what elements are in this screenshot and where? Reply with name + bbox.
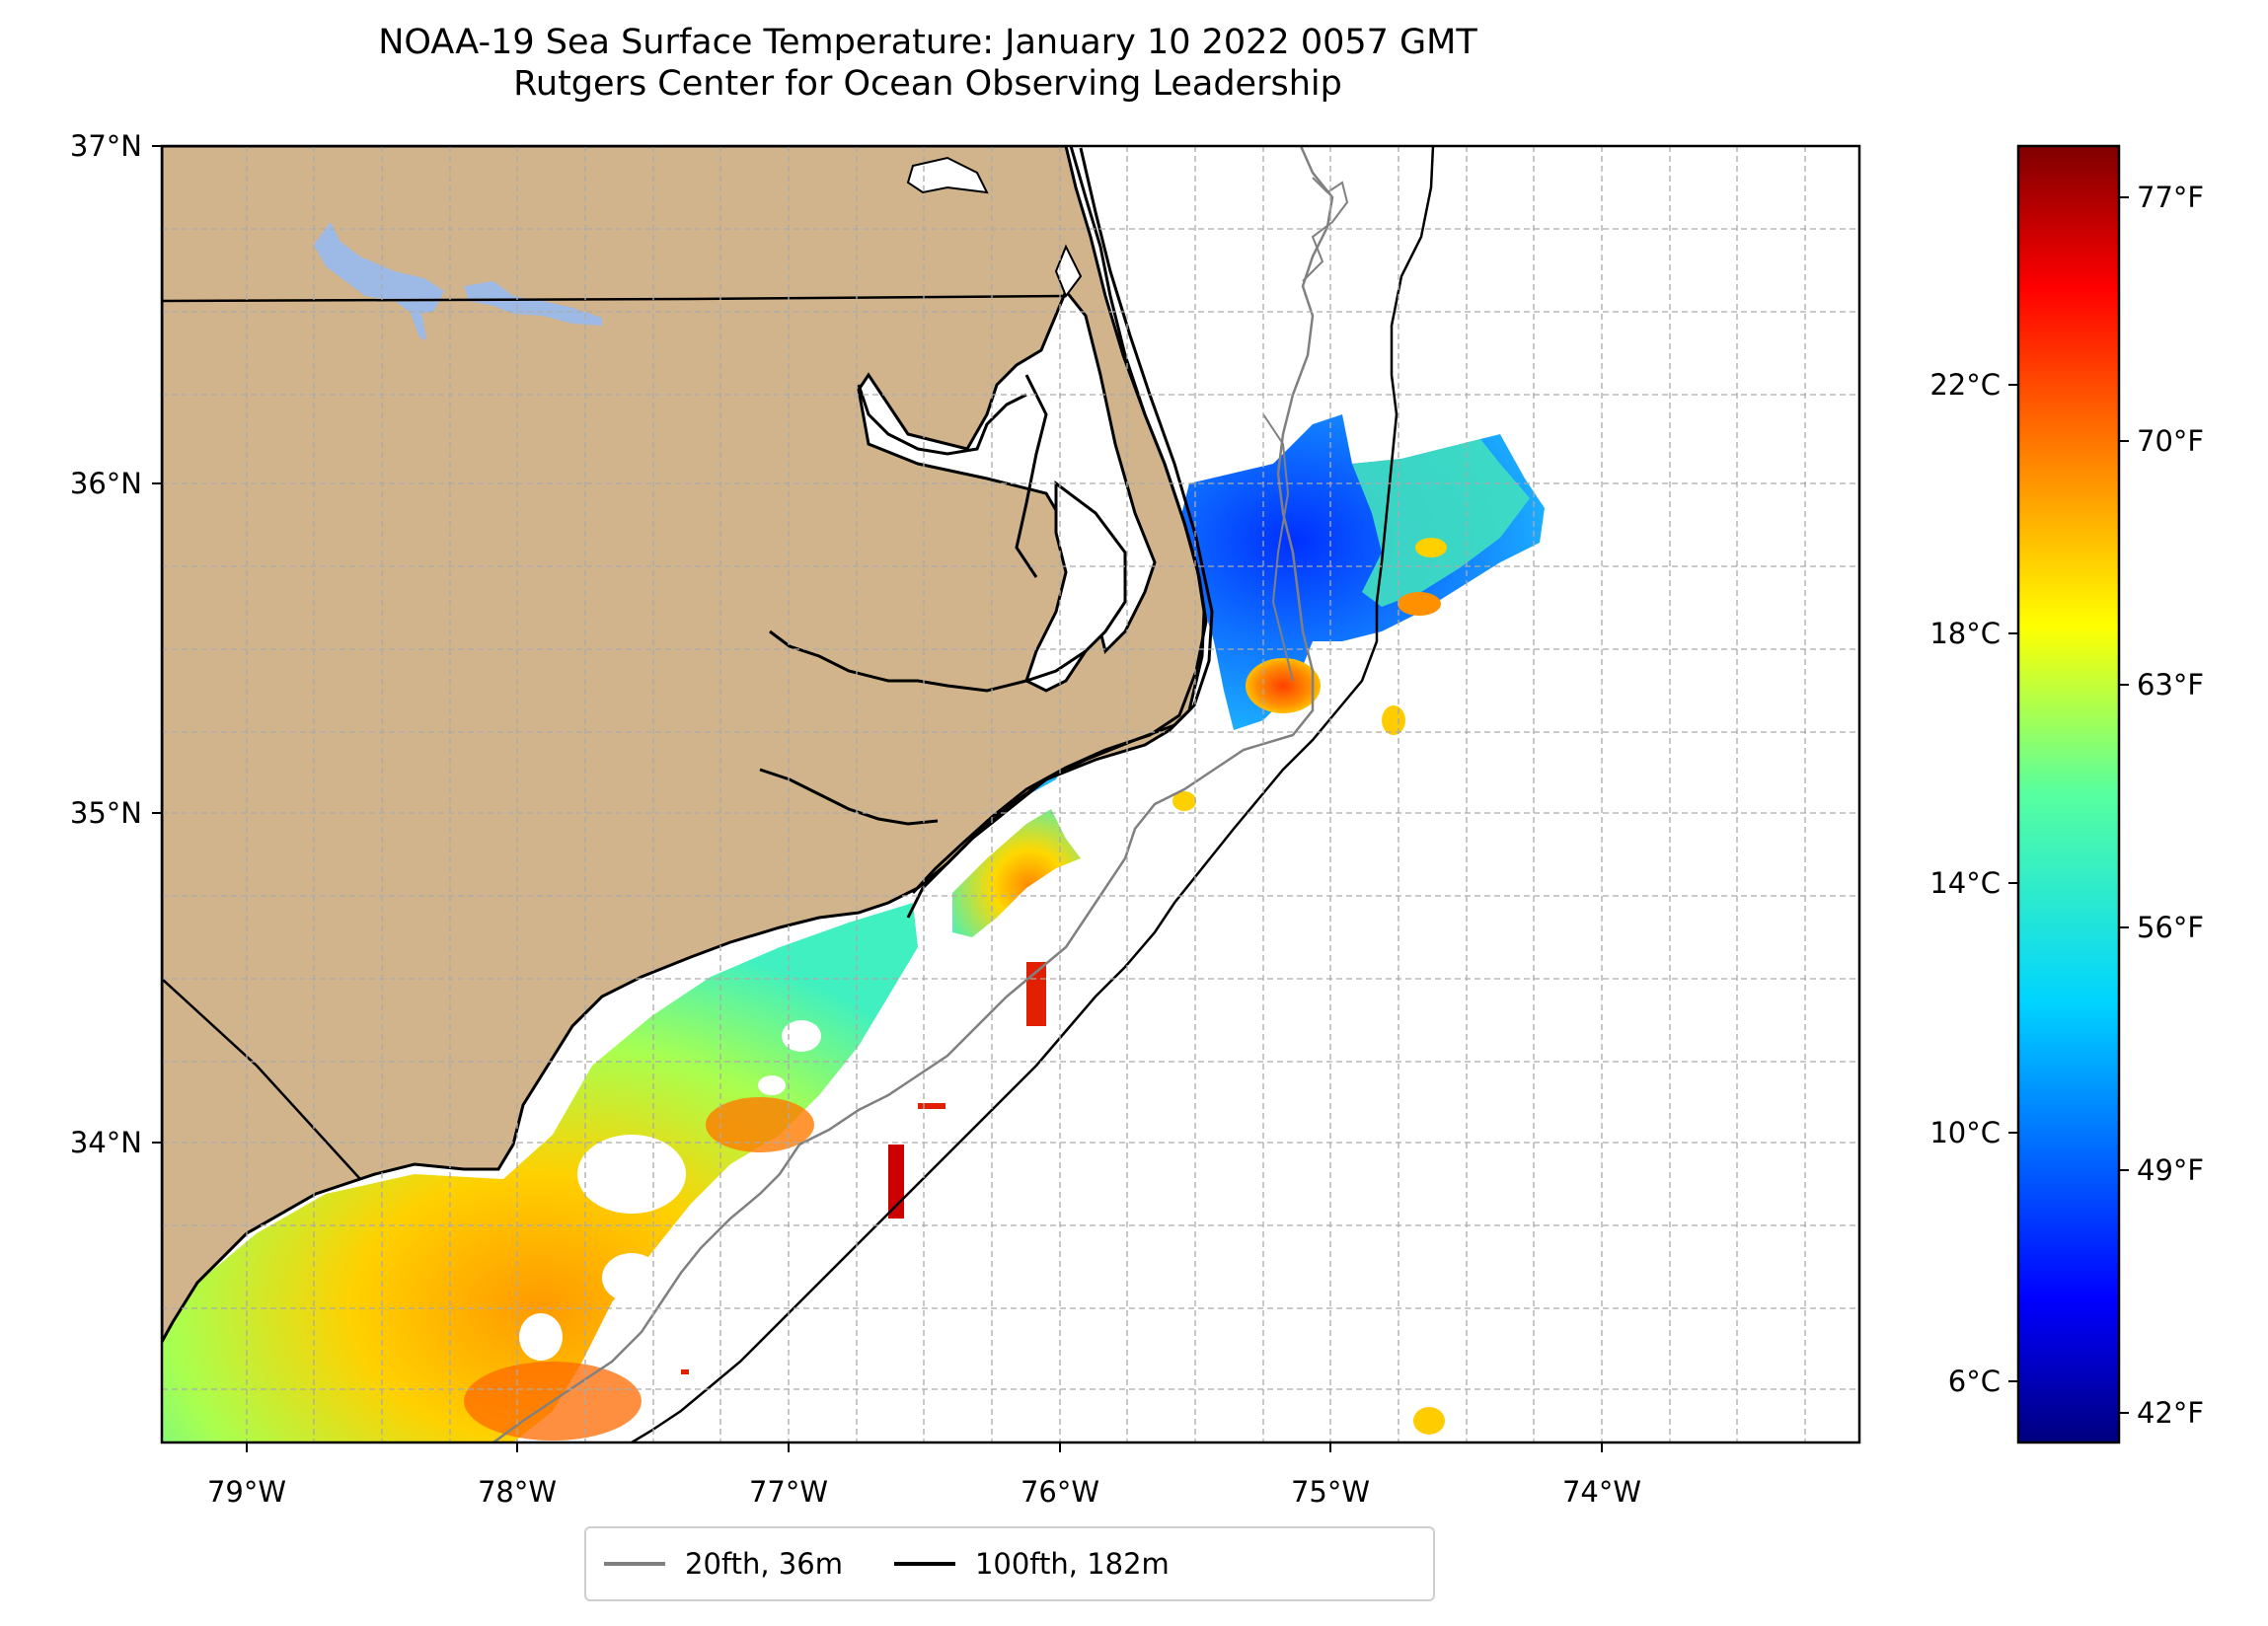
colorbar-c-6: 6°C [1948, 1365, 2001, 1398]
colorbar-c-10: 10°C [1929, 1116, 2001, 1149]
lon-tick-78w: 78°W [478, 1475, 557, 1509]
legend-swatch-100fth [893, 1562, 955, 1566]
map-title: NOAA-19 Sea Surface Temperature: January… [0, 22, 1855, 105]
legend-swatch-20fth [604, 1562, 665, 1566]
lat-tick-36n: 36°N [70, 467, 142, 500]
state-border-va-nc [162, 294, 1067, 303]
lat-tick-37n: 37°N [70, 129, 142, 163]
lon-tick-79w: 79°W [207, 1475, 286, 1509]
axis-ticks [152, 145, 1603, 1452]
legend-label-20fth: 20fth, 36m [685, 1547, 843, 1581]
legend-item-20fth: 20fth, 36m [604, 1547, 843, 1581]
lake [314, 222, 444, 316]
legend-label-100fth: 100fth, 182m [974, 1547, 1170, 1581]
map-area [162, 146, 1859, 1442]
title-line-2: Rutgers Center for Ocean Observing Leade… [513, 64, 1342, 104]
isobath-20fth [492, 146, 1334, 1442]
lon-tick-74w: 74°W [1562, 1475, 1641, 1509]
outer-banks [911, 146, 1208, 895]
gridlines [162, 146, 1859, 1442]
colorbar-ticks [2008, 196, 2129, 1414]
colorbar-c-18: 18°C [1929, 617, 2001, 650]
lon-tick-75w: 75°W [1291, 1475, 1370, 1509]
isobath-100fth [631, 146, 1435, 1442]
lat-tick-35n: 35°N [70, 796, 142, 830]
sst-patch-shelf [952, 809, 1081, 937]
isobath-legend: 20fth, 36m 100fth, 182m [584, 1526, 1435, 1601]
colorbar-f-56: 56°F [2137, 911, 2204, 944]
title-line-1: NOAA-19 Sea Surface Temperature: January… [378, 23, 1477, 62]
colorbar-f-63: 63°F [2137, 668, 2204, 702]
lon-tick-76w: 76°W [1021, 1475, 1099, 1509]
colorbar-f-77: 77°F [2137, 181, 2204, 214]
colorbar-f-42: 42°F [2137, 1396, 2204, 1430]
colorbar-f-70: 70°F [2137, 424, 2204, 458]
colorbar [2016, 144, 2121, 1444]
sst-patch-south [162, 903, 918, 1442]
colorbar-c-14: 14°C [1929, 866, 2001, 900]
map-frame [160, 144, 1861, 1444]
colorbar-c-22: 22°C [1929, 368, 2001, 402]
state-border-nc-sc [162, 978, 361, 1180]
lon-tick-77w: 77°W [749, 1475, 828, 1509]
lat-tick-34n: 34°N [70, 1126, 142, 1159]
colorbar-f-49: 49°F [2137, 1153, 2204, 1187]
legend-item-100fth: 100fth, 182m [893, 1547, 1170, 1581]
